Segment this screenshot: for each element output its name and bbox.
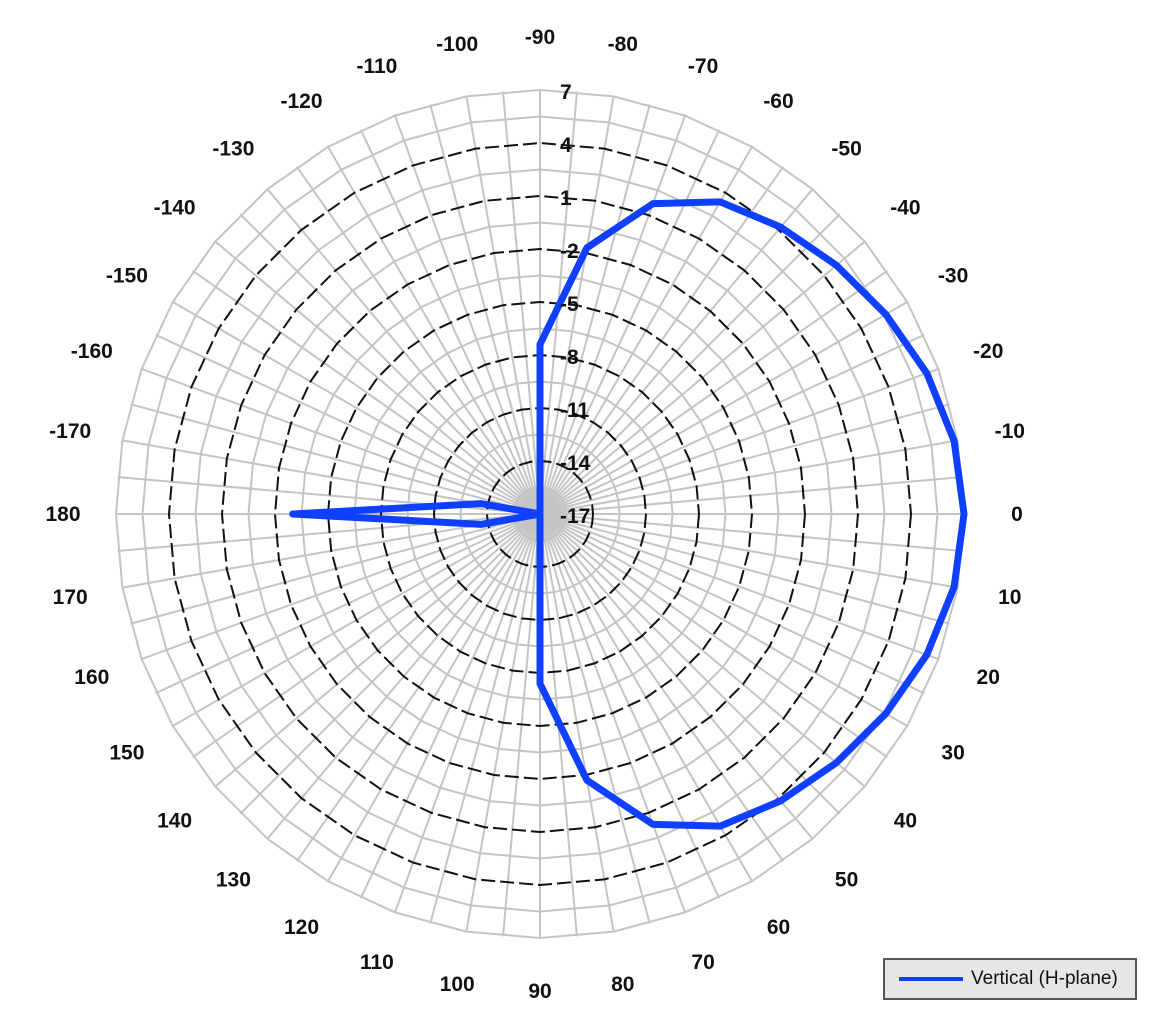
angle-tick-label: -30 — [938, 265, 968, 288]
spoke-line — [539, 513, 950, 625]
legend-swatch — [899, 977, 963, 981]
angle-tick-label: 70 — [691, 951, 714, 974]
spoke-line — [172, 301, 541, 515]
radial-tick-label: -2 — [560, 240, 579, 263]
radial-tick-label: 1 — [560, 187, 572, 210]
angle-tick-label: 130 — [216, 868, 251, 891]
minor-ring — [114, 88, 966, 940]
angle-tick-label: -170 — [49, 420, 91, 443]
radial-tick-label: -11 — [560, 399, 590, 422]
angle-tick-label: -100 — [436, 33, 478, 56]
radial-tick-label: -14 — [560, 452, 591, 475]
angle-tick-label: -60 — [763, 90, 793, 113]
angle-tick-label: -110 — [356, 55, 397, 78]
spoke-line — [539, 513, 939, 660]
minor-ring — [459, 433, 621, 595]
angle-tick-label: 140 — [157, 810, 192, 833]
minor-ring — [194, 168, 886, 860]
angle-tick-label: -150 — [106, 265, 148, 288]
angle-labels: -90 -80-70-60-50-40-30-20-100102030405060… — [45, 26, 1025, 1003]
angle-tick-label: 60 — [767, 916, 790, 939]
minor-ring — [406, 380, 674, 648]
angle-tick-label: -70 — [688, 55, 718, 78]
angle-tick-label: 90 — [528, 980, 551, 1003]
major-ring — [167, 141, 913, 887]
spoke-line — [192, 269, 541, 515]
angle-tick-label: -130 — [212, 138, 254, 161]
legend-label: Vertical (H-plane) — [971, 968, 1118, 989]
angle-tick-label: 30 — [941, 742, 964, 765]
major-ring — [220, 194, 860, 834]
angle-tick-label: 110 — [360, 951, 394, 974]
angle-tick-label: -120 — [280, 90, 322, 113]
angle-tick-label: -90 — [525, 26, 555, 49]
legend: Vertical (H-plane) — [883, 958, 1137, 1000]
minor-ring — [141, 115, 939, 913]
spoke-line — [539, 513, 908, 727]
spoke-line — [539, 513, 888, 759]
major-ring — [485, 459, 595, 569]
minor-ring — [247, 221, 833, 807]
spoke-line — [539, 513, 958, 589]
spoke-line — [130, 403, 541, 515]
minor-ring — [512, 486, 568, 542]
major-ring — [273, 247, 807, 781]
angle-tick-label: 100 — [440, 973, 475, 996]
angle-tick-label: 20 — [977, 666, 1000, 689]
radial-tick-label: -8 — [560, 346, 579, 369]
radial-tick-label: -5 — [560, 293, 579, 316]
angle-tick-label: 160 — [74, 666, 109, 689]
radial-tick-labels: 7 4 1 -2 -5 -8 -11 -14 -17 — [560, 81, 591, 528]
spoke-line — [539, 513, 866, 788]
spoke-line — [117, 476, 541, 515]
angle-tick-label: -40 — [890, 196, 920, 219]
radial-tick-label: -17 — [560, 505, 590, 528]
angle-tick-label: 40 — [894, 810, 917, 833]
angle-tick-label: 0 — [1011, 503, 1023, 526]
radial-tick-label: 7 — [560, 81, 572, 104]
angle-tick-label: 150 — [109, 742, 144, 765]
spoke-line — [239, 213, 541, 515]
spoke-line — [539, 513, 963, 552]
angle-tick-label: -10 — [995, 420, 1025, 443]
angle-tick-label: -20 — [973, 340, 1003, 363]
angle-tick-label: -140 — [154, 196, 196, 219]
spoke-line — [539, 513, 841, 815]
angle-tick-label: 50 — [835, 868, 858, 891]
series-layer — [289, 198, 968, 830]
spoke-line — [155, 333, 541, 515]
angle-tick-label: -80 — [608, 33, 638, 56]
angle-tick-label: -50 — [831, 138, 861, 161]
spoke-line — [539, 513, 925, 695]
angle-tick-label: 120 — [284, 916, 319, 939]
angle-tick-label: 180 — [45, 503, 80, 526]
radial-tick-label: 4 — [560, 134, 572, 157]
angle-tick-label: 10 — [998, 586, 1021, 609]
spoke-line — [141, 368, 541, 515]
major-ring — [432, 406, 648, 622]
major-ring — [379, 353, 701, 675]
angle-tick-label: -160 — [71, 340, 113, 363]
spoke-line — [214, 240, 541, 515]
angle-tick-label: 80 — [611, 973, 634, 996]
angle-tick-label: 170 — [53, 586, 88, 609]
